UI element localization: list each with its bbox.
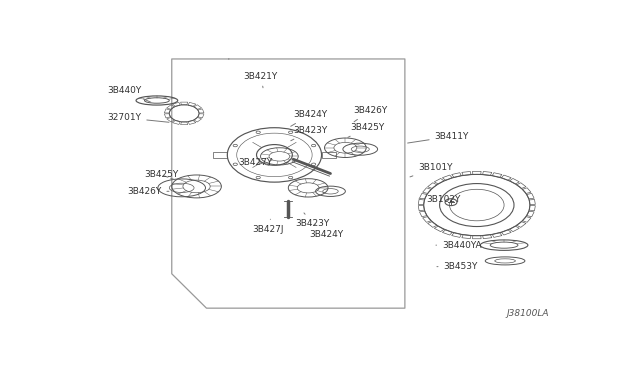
Text: 3B423Y: 3B423Y	[296, 213, 330, 228]
Text: 3B421Y: 3B421Y	[244, 72, 278, 88]
Text: J38100LA: J38100LA	[506, 309, 548, 318]
Text: 3B411Y: 3B411Y	[408, 132, 469, 143]
Text: 3B102Y: 3B102Y	[419, 195, 461, 204]
Text: 3B425Y: 3B425Y	[348, 123, 385, 137]
Text: 3B440Y: 3B440Y	[108, 86, 151, 102]
Text: 3B424Y: 3B424Y	[309, 225, 343, 239]
Text: 3B427Y: 3B427Y	[239, 158, 273, 167]
Text: 3B453Y: 3B453Y	[437, 262, 478, 271]
Text: 3B424Y: 3B424Y	[291, 110, 328, 126]
Text: 3B101Y: 3B101Y	[410, 163, 452, 177]
Text: 3B427J: 3B427J	[253, 219, 284, 234]
Text: 3B426Y: 3B426Y	[353, 106, 387, 122]
Text: 32701Y: 32701Y	[108, 113, 169, 122]
Text: 3B440YA: 3B440YA	[436, 241, 482, 250]
Text: 3B423Y: 3B423Y	[291, 126, 328, 141]
Text: 3B425Y: 3B425Y	[145, 170, 179, 180]
Text: 3B426Y: 3B426Y	[127, 187, 169, 196]
